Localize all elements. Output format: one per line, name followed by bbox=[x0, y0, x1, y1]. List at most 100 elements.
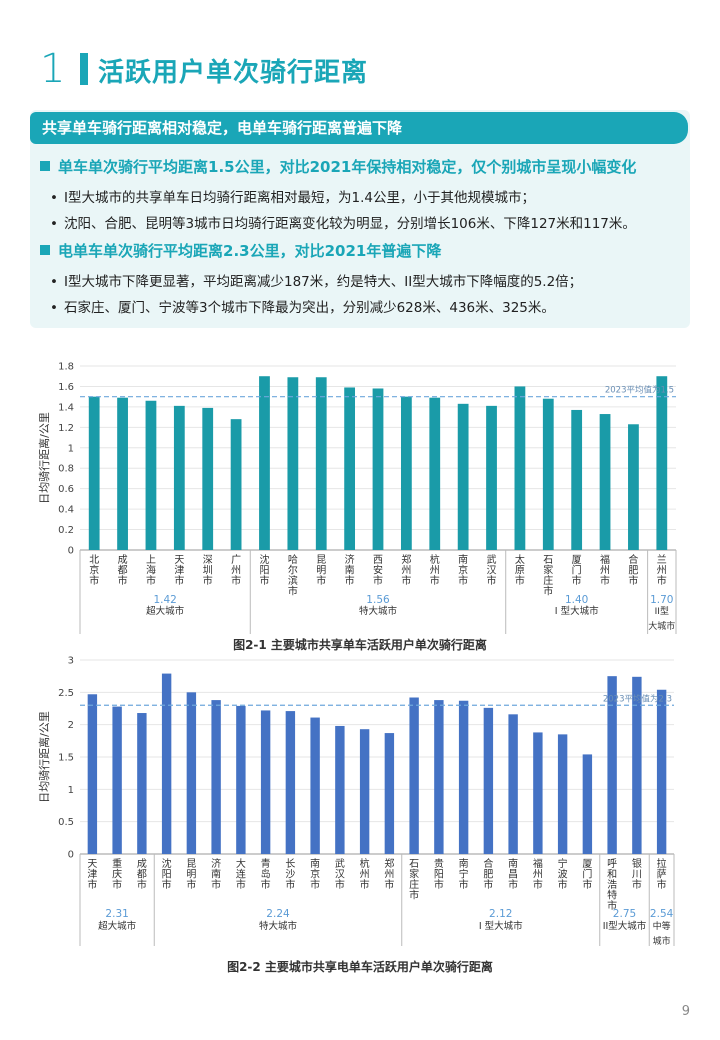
square-bullet-icon bbox=[40, 245, 50, 255]
group-average-label: 2.12 bbox=[489, 908, 512, 920]
bar bbox=[384, 733, 395, 854]
x-tick-label: 天津市 bbox=[174, 555, 184, 587]
x-tick-label: 厦门市 bbox=[572, 554, 582, 587]
y-tick-label: 1.6 bbox=[58, 382, 74, 393]
bar bbox=[508, 714, 518, 854]
x-tick-label: 合肥市 bbox=[483, 857, 493, 891]
subheading-text: 单车单次骑行平均距离1.5公里，对比2021年保持相对稳定，仅个别城市呈现小幅变… bbox=[58, 158, 637, 176]
y-tick-label: 1 bbox=[68, 443, 74, 454]
summary-subheading-bike: 单车单次骑行平均距离1.5公里，对比2021年保持相对稳定，仅个别城市呈现小幅变… bbox=[40, 156, 636, 177]
x-tick-label: 济南市 bbox=[345, 553, 355, 587]
x-tick-label: 上海市 bbox=[146, 554, 156, 587]
bar bbox=[533, 732, 543, 854]
bar bbox=[202, 407, 214, 550]
x-tick-label: 西安市 bbox=[373, 555, 383, 587]
x-tick-label: 福州市 bbox=[600, 553, 610, 587]
bar bbox=[161, 673, 172, 854]
bar bbox=[542, 398, 554, 550]
bar bbox=[457, 403, 469, 550]
x-tick-label: 广州市 bbox=[231, 554, 241, 587]
x-tick-label: 沈阳市 bbox=[162, 857, 172, 891]
summary-header: 共享单车骑行距离相对稳定，电单车骑行距离普遍下降 bbox=[30, 112, 688, 144]
bar bbox=[656, 376, 668, 550]
bar bbox=[372, 388, 384, 550]
x-tick-label: 成都市 bbox=[118, 554, 128, 587]
group-name-label: 特大城市 bbox=[259, 920, 298, 932]
bar bbox=[344, 387, 356, 550]
bullet-text: 沈阳、合肥、昆明等3城市日均骑行距离变化较为明显，分别增长106米、下降127米… bbox=[64, 216, 636, 232]
bar bbox=[483, 707, 494, 854]
bar bbox=[211, 700, 221, 854]
x-tick-label: 哈尔滨市 bbox=[288, 553, 298, 598]
bar bbox=[287, 377, 299, 550]
bar bbox=[486, 405, 497, 550]
summary-bullet: • 沈阳、合肥、昆明等3城市日均骑行距离变化较为明显，分别增长106米、下降127… bbox=[50, 212, 636, 232]
bar bbox=[335, 725, 345, 854]
x-tick-label: 石家庄市 bbox=[543, 555, 553, 598]
x-tick-label: 杭州市 bbox=[430, 553, 440, 587]
bar bbox=[434, 700, 444, 854]
square-bullet-icon bbox=[40, 161, 50, 171]
summary-bullet: • I型大城市下降更显著，平均距离减少187米，约是特大、II型大城市下降幅度的5… bbox=[50, 270, 582, 290]
bar bbox=[315, 377, 327, 550]
bar bbox=[259, 376, 270, 550]
bar bbox=[656, 689, 667, 854]
bar bbox=[88, 396, 100, 550]
bullet-text: I型大城市下降更显著，平均距离减少187米，约是特大、II型大城市下降幅度的5.… bbox=[64, 274, 583, 290]
bar bbox=[582, 754, 593, 854]
x-tick-label: 深圳市 bbox=[203, 554, 213, 587]
group-name-label: II型大城市 bbox=[603, 920, 647, 932]
y-tick-label: 1.2 bbox=[58, 423, 74, 434]
y-tick-label: 0.8 bbox=[58, 464, 74, 475]
y-axis-label: 日均骑行距离/公里 bbox=[37, 412, 51, 504]
bar bbox=[236, 705, 246, 854]
x-tick-label: 合肥市 bbox=[628, 553, 638, 587]
group-name-label: I 型大城市 bbox=[555, 605, 599, 617]
page-number: 9 bbox=[681, 1004, 690, 1019]
group-average-label: 2.54 bbox=[650, 908, 674, 920]
bike-distance-chart: 日均骑行距离/公里 0 0.2 0.4 0.6 0.8 1 1.2 1.4 1.6 1.8 2023平… bbox=[37, 362, 677, 634]
dot-bullet-icon: • bbox=[50, 274, 58, 290]
x-tick-label: 郑州市 bbox=[384, 857, 394, 891]
x-tick-label: 厦门市 bbox=[582, 858, 592, 891]
group-name-label: 中等 bbox=[653, 920, 671, 932]
bar bbox=[632, 676, 642, 854]
bullet-text: I型大城市的共享单车日均骑行距离相对最短，为1.4公里，小于其他规模城市； bbox=[64, 190, 535, 206]
x-tick-label: 武汉市 bbox=[487, 553, 497, 587]
y-tick-label: 1.5 bbox=[58, 753, 74, 764]
bar bbox=[186, 692, 197, 854]
y-axis-label: 日均骑行距离/公里 bbox=[37, 711, 51, 803]
dot-bullet-icon: • bbox=[50, 300, 58, 316]
x-tick-label: 天津市 bbox=[87, 859, 97, 891]
group-name-label: 超大城市 bbox=[98, 920, 137, 932]
x-tick-label: 郑州市 bbox=[401, 553, 411, 587]
x-tick-label: 南昌市 bbox=[508, 857, 518, 891]
bar bbox=[599, 414, 611, 550]
bar bbox=[429, 397, 441, 550]
bar bbox=[117, 397, 128, 550]
subheading-text: 电单车单次骑行平均距离2.3公里，对比2021年普遍下降 bbox=[58, 242, 442, 260]
y-tick-label: 1 bbox=[68, 785, 74, 796]
y-tick-label: 0.5 bbox=[58, 817, 74, 828]
bar bbox=[87, 694, 98, 854]
x-tick-label: 福州市 bbox=[533, 857, 543, 891]
chart2-caption: 图2-2 主要城市共享电单车活跃用户单次骑行距离 bbox=[227, 960, 493, 974]
group-average-label: 1.42 bbox=[153, 594, 176, 606]
bar bbox=[137, 713, 147, 854]
x-tick-label: 拉萨市 bbox=[657, 857, 667, 891]
x-tick-label: 济南市 bbox=[211, 857, 221, 891]
bar bbox=[173, 405, 185, 550]
bullet-text: 石家庄、厦门、宁波等3个城市下降最为突出，分别减少628米、436米、325米。 bbox=[64, 300, 555, 316]
x-tick-label: 南宁市 bbox=[459, 857, 469, 891]
chart1-caption: 图2-1 主要城市共享单车活跃用户单次骑行距离 bbox=[233, 638, 487, 652]
x-tick-label: 北京市 bbox=[89, 554, 99, 587]
ebike-distance-chart: 日均骑行距离/公里 0 0.5 1 1.5 2 2.5 3 2023平均值为2.3 天津市 重庆市 成… bbox=[37, 656, 675, 947]
y-tick-label: 1.8 bbox=[58, 362, 74, 373]
bar bbox=[458, 700, 469, 854]
bar bbox=[310, 717, 320, 854]
summary-bullet: • 石家庄、厦门、宁波等3个城市下降最为突出，分别减少628米、436米、325米… bbox=[50, 296, 555, 316]
bar bbox=[514, 386, 526, 550]
bar bbox=[260, 710, 271, 854]
y-tick-label: 3 bbox=[68, 656, 74, 667]
y-tick-label: 0.2 bbox=[58, 525, 74, 536]
